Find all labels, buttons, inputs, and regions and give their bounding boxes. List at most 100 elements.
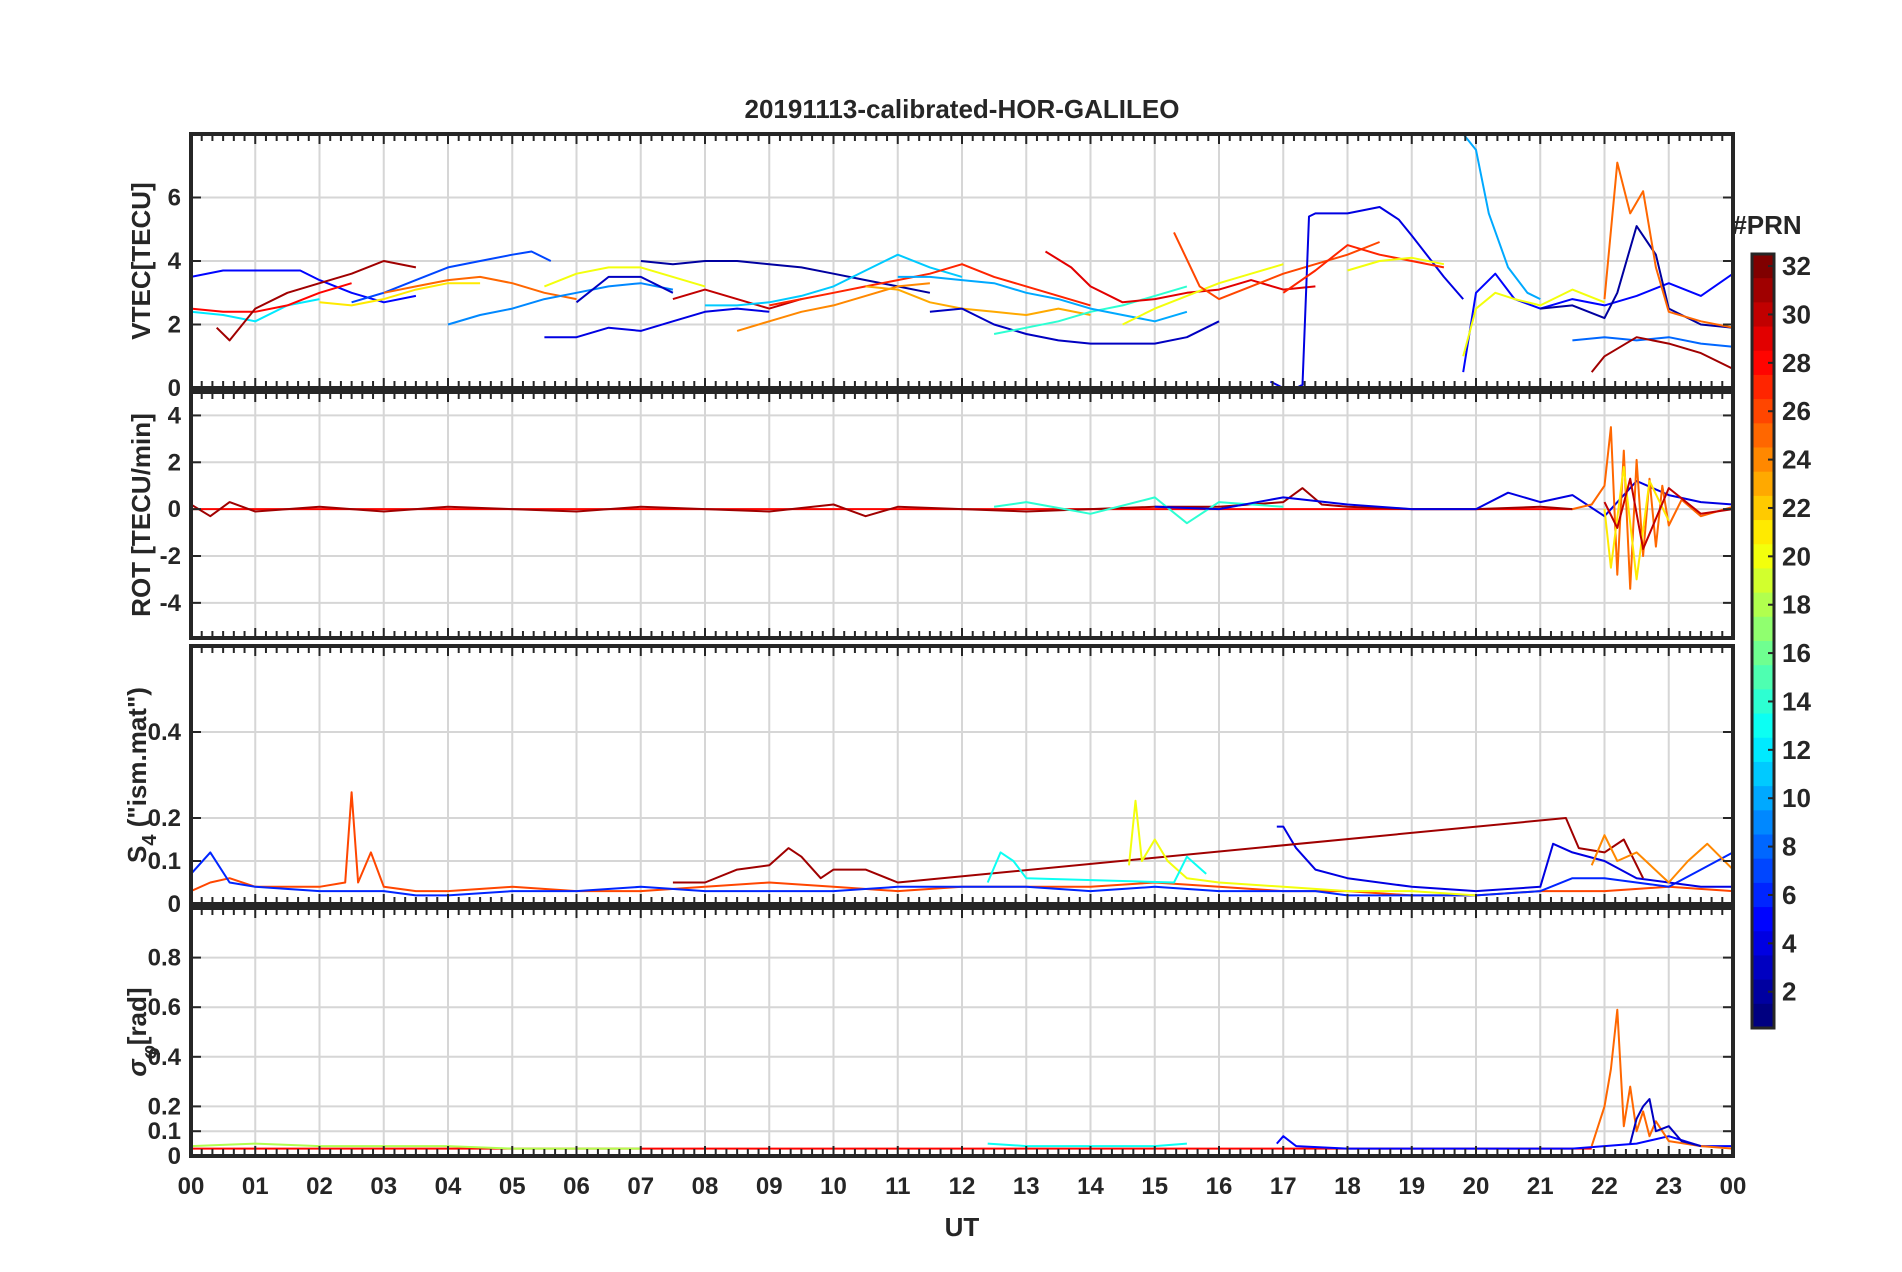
panel-2: -4 -2 0 2 4 ROT [TECU/min] (126, 390, 1735, 640)
colorbar-segment (1752, 616, 1774, 642)
y-axis-title-subscript: φ (139, 1045, 161, 1059)
series-line-prn-14 (993, 285, 1188, 335)
x-tick-label: 23 (1655, 1173, 1682, 1200)
y-tick-label: 0.1 (148, 1118, 181, 1145)
colorbar-segment (1752, 302, 1774, 328)
x-tick-label: 08 (692, 1173, 719, 1200)
colorbar-segment (1752, 399, 1774, 424)
series-line-prn-31 (215, 260, 417, 342)
series-line-prn-27 (1282, 244, 1445, 294)
y-tick-label: 0.8 (148, 945, 181, 972)
series-line-prn-9 (447, 282, 674, 326)
panel-4: 00.10.2 0.4 0.6 0.8 σφ[rad] (122, 906, 1735, 1170)
series-line-prn-11 (705, 253, 963, 307)
x-tick-label: 02 (306, 1173, 333, 1200)
y-tick-label: -4 (160, 590, 182, 617)
colorbar-tick-label: 2 (1782, 977, 1796, 1007)
colorbar-segment (1752, 278, 1774, 303)
series-line-prn-14 (993, 496, 1284, 525)
y-tick-label: 0 (168, 375, 181, 402)
colorbar-tick-label: 26 (1782, 396, 1811, 426)
series-line-prn-4 (1276, 825, 1733, 893)
series-line-prn-6 (191, 851, 1733, 897)
y-axis-title-subscript: 4 (139, 834, 161, 846)
y-tick-label: 0 (168, 496, 181, 523)
x-tick-label: 01 (242, 1173, 269, 1200)
colorbar-title: #PRN (1732, 210, 1801, 240)
x-tick-label: 20 (1463, 1173, 1490, 1200)
panel-3: 00.10.20.4S4 ("ism.mat") (122, 644, 1735, 918)
series-line-prn-3 (929, 307, 1220, 345)
series-line-prn-25 (1590, 1008, 1733, 1150)
series-line-prn-18 (191, 1142, 641, 1150)
x-tick-label: 14 (1077, 1173, 1104, 1200)
colorbar-segment (1752, 350, 1774, 376)
y-axis-title: VTEC[TECU] (126, 182, 156, 339)
y-axis-title-main: σ (122, 1058, 152, 1077)
series-line-prn-25 (383, 275, 577, 301)
y-tick-label: 0.4 (148, 1044, 182, 1071)
series-line-prn-31 (1590, 336, 1733, 373)
colorbar-segment (1752, 907, 1774, 932)
y-axis-title: S4 ("ism.mat") (122, 687, 161, 863)
y-axis-title-rest: [rad] (122, 987, 152, 1045)
y-tick-label: 4 (168, 402, 182, 429)
x-tick-label: 07 (627, 1173, 654, 1200)
x-tick-label: 00 (178, 1173, 205, 1200)
colorbar-segment (1752, 834, 1774, 860)
x-tick-label: 16 (1206, 1173, 1233, 1200)
series-line-prn-25 (1572, 426, 1733, 590)
colorbar-segment (1752, 713, 1774, 739)
y-tick-label: 6 (168, 185, 181, 212)
colorbar-segment (1752, 931, 1774, 957)
colorbar-tick-label: 4 (1782, 928, 1797, 958)
series-line-prn-21 (1603, 466, 1670, 581)
series-line-prn-24 (1590, 834, 1733, 884)
x-tick-label: 03 (370, 1173, 397, 1200)
y-tick-label: 0 (168, 1143, 181, 1170)
x-tick-label: 00 (1720, 1173, 1747, 1200)
x-tick-label: 13 (1013, 1173, 1040, 1200)
series-line-prn-31 (191, 487, 1573, 518)
series-line-prn-20 (1347, 256, 1445, 272)
series-group (191, 791, 1733, 897)
y-axis-title: ROT [TECU/min] (126, 413, 156, 617)
colorbar-segment (1752, 737, 1774, 763)
colorbar-segment (1752, 592, 1774, 618)
y-tick-label: 0.2 (148, 805, 181, 832)
plot-frame (189, 390, 1735, 640)
x-tick-label: 18 (1334, 1173, 1361, 1200)
colorbar-segment (1752, 955, 1774, 981)
y-tick-label: 2 (168, 449, 181, 476)
series-line-prn-5 (191, 269, 417, 304)
colorbar-tick-label: 28 (1782, 348, 1811, 378)
plot-frame (189, 644, 1735, 906)
x-tick-label: 22 (1591, 1173, 1618, 1200)
x-tick-label: 06 (563, 1173, 590, 1200)
colorbar-segment (1752, 544, 1774, 570)
plot-frame (189, 132, 1735, 390)
colorbar-segment (1752, 520, 1774, 545)
series-line-prn-25 (1603, 161, 1733, 329)
x-tick-label: 15 (1141, 1173, 1168, 1200)
series-line-prn-29 (1044, 250, 1316, 304)
y-axis-title-main: S (122, 846, 152, 863)
y-tick-label: -2 (160, 543, 181, 570)
x-tick-label: 19 (1398, 1173, 1425, 1200)
series-line-prn-10 (897, 275, 1188, 323)
colorbar-segment (1752, 495, 1774, 521)
x-tick-label: 05 (499, 1173, 526, 1200)
colorbar-tick-label: 14 (1782, 686, 1811, 716)
colorbar-segment (1752, 447, 1774, 473)
colorbar-tick-label: 24 (1782, 445, 1811, 475)
colorbar-segment (1752, 1003, 1774, 1029)
colorbar-segment (1752, 689, 1774, 715)
x-tick-label: 11 (885, 1173, 910, 1200)
y-tick-label: 0 (168, 891, 181, 918)
x-tick-label: 10 (820, 1173, 847, 1200)
colorbar-segment (1752, 810, 1774, 836)
series-line-prn-20 (544, 266, 706, 288)
colorbar-tick-label: 12 (1782, 735, 1811, 765)
y-tick-label: 4 (168, 248, 182, 275)
